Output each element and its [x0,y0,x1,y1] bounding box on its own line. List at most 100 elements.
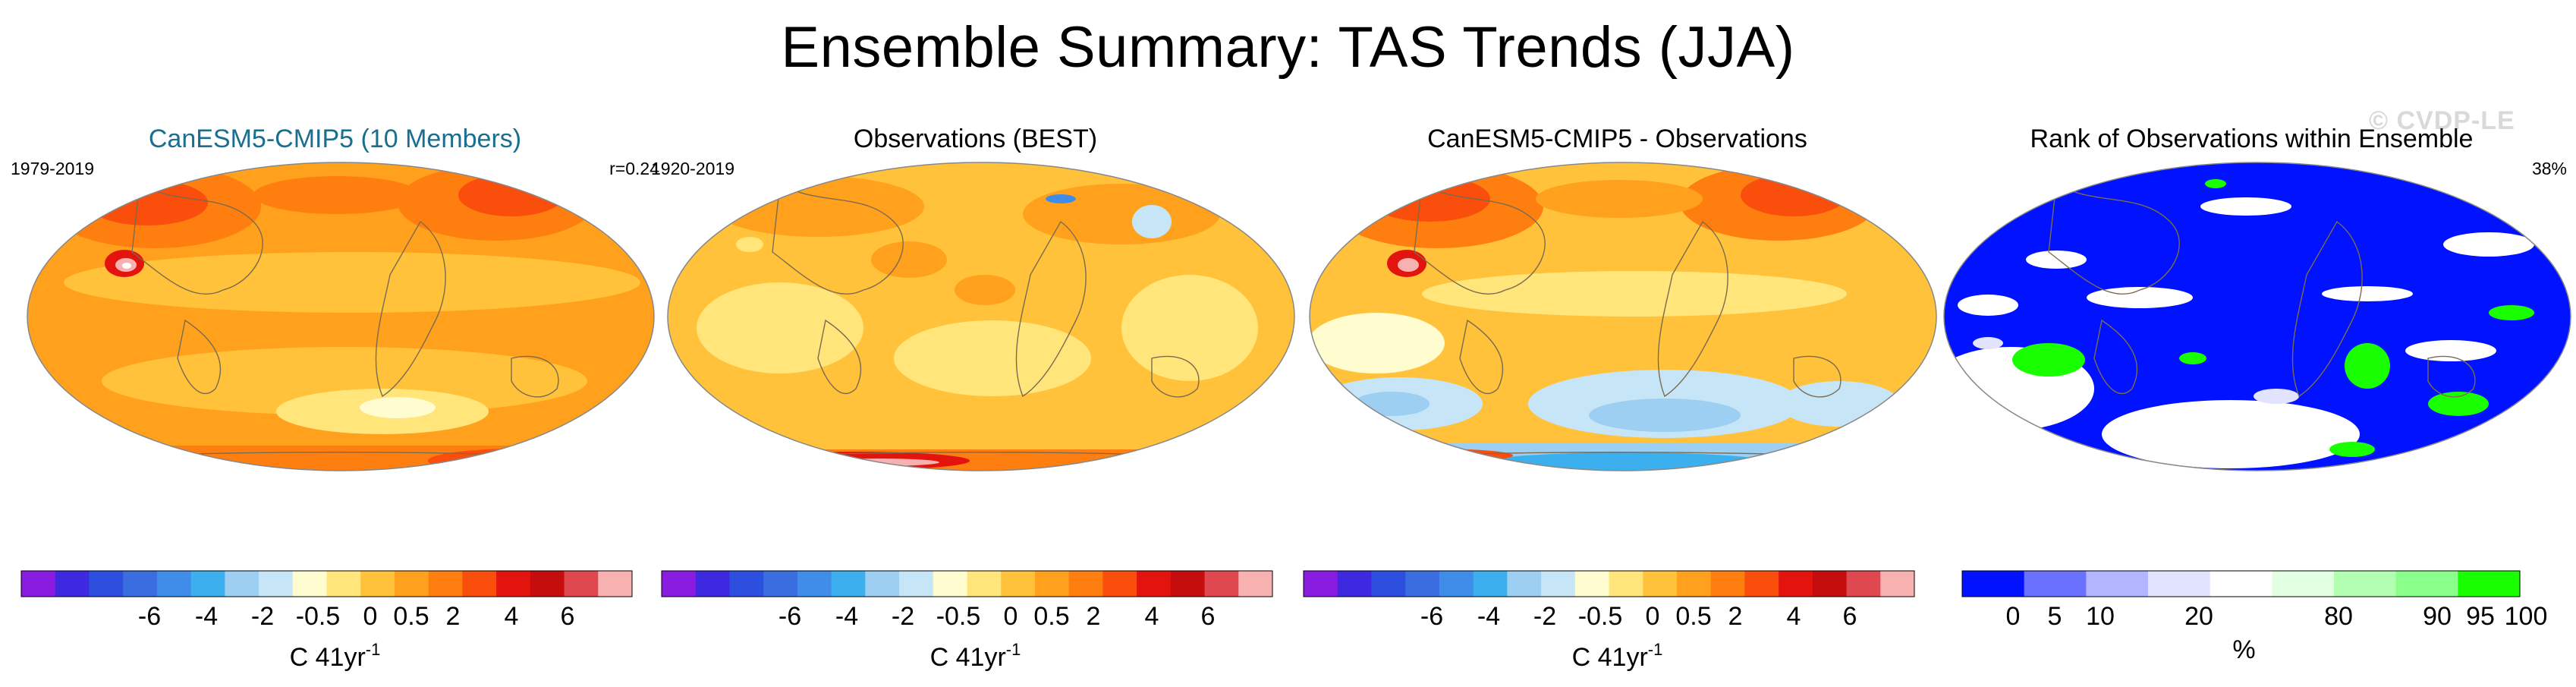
colorbar-tick: 20 [2184,602,2213,631]
colorbar-swatch [1473,571,1508,597]
colorbar-swatch [899,571,934,597]
colorbar-tick: 6 [1842,602,1857,631]
colorbar [1961,570,2521,597]
colorbar-swatch [797,571,832,597]
colorbar-units: % [2232,635,2256,664]
colorbar-swatch [462,571,497,597]
map-region [955,275,1015,305]
colorbar-swatch [428,571,463,597]
colorbar-swatch [89,571,124,597]
colorbar-swatch [1962,571,2025,597]
map-region [712,452,772,465]
map-region [2102,400,2360,468]
map-frame [667,162,1295,471]
colorbar-swatch [1405,571,1440,597]
map-region [2329,442,2375,457]
colorbar-tick: 0 [363,602,378,631]
colorbar [661,570,1273,597]
colorbar-swatch [662,571,697,597]
map-region [697,282,863,373]
colorbar-tick: 5 [2047,602,2062,631]
colorbar-tick: -4 [835,602,859,631]
correlation-label: r=0.24 [609,159,659,178]
map-region [2405,340,2496,361]
watermark: © CVDP-LE [2369,106,2515,135]
rank-map [1943,162,2571,471]
panel-model-trends: CanESM5-CMIP5 (10 Members) 1979-2019 r=0… [11,0,659,687]
colorbar-swatch [2458,571,2521,597]
map-region [481,459,557,468]
colorbar-swatch [1439,571,1474,597]
colorbar-tick: 4 [504,602,519,631]
colorbar-swatch [2272,571,2335,597]
colorbar-swatch [2210,571,2272,597]
colorbar-swatch [156,571,192,597]
colorbar-tick: 2 [1728,602,1743,631]
map-region [1046,194,1076,203]
map-region [122,263,131,269]
period-label: 1979-2019 [11,159,94,178]
panel-title: Rank of Observations within Ensemble [2030,124,2474,153]
map-region [1958,295,2018,316]
map-region [871,241,947,278]
colorbar-swatch [292,571,327,597]
colorbar-swatch [2148,571,2211,597]
colorbar [1303,570,1915,597]
colorbar-tick: 90 [2423,602,2452,631]
colorbar-swatch [1102,571,1137,597]
colorbar [20,570,633,597]
map-region [27,446,654,471]
colorbar-swatch [729,571,764,597]
coastline [2291,220,2363,398]
coastline [1151,355,1200,398]
map-region [1824,451,1885,466]
colorbar-swatch [326,571,361,597]
map-region [2345,343,2390,389]
colorbar-tick: -4 [194,602,219,631]
colorbar-swatch [259,571,294,597]
colorbar-swatch [1643,571,1678,597]
coastline [177,319,222,395]
colorbar-swatch [1609,571,1643,597]
colorbar-swatch [1574,571,1609,597]
panel-rank: Rank of Observations within Ensemble 38% [1927,0,2576,687]
colorbar-tick: 100 [2504,602,2548,631]
colorbar-swatch [1170,571,1206,597]
colorbar-swatch [967,571,1002,597]
percent-outside-label: 38% [2531,159,2567,178]
colorbar-tick: -0.5 [936,602,981,631]
colorbar-units: C 41yr-1 [1571,640,1663,672]
map-region [1310,313,1445,373]
colorbar-tick: 10 [2086,602,2115,631]
colorbar-swatch [1137,571,1172,597]
period-label: 1920-2019 [651,159,734,178]
map-region [86,459,162,468]
colorbar-swatch [1238,571,1273,597]
colorbar-frame [20,570,633,597]
colorbar-swatch [21,571,56,597]
map-frame [27,162,655,471]
map-region [1589,399,1741,432]
colorbar-swatch [2334,571,2397,597]
colorbar-tick: -0.5 [1577,602,1623,631]
map-region [1132,205,1172,238]
map-region [1398,258,1419,272]
map-region [668,449,1294,471]
colorbar-swatch [1507,571,1542,597]
coastline [2093,319,2138,395]
colorbar-swatch [496,571,531,597]
colorbar-swatch [695,571,730,597]
map-region [736,237,763,252]
panel-title: CanESM5-CMIP5 - Observations [1427,124,1807,153]
map-region [2026,251,2087,269]
colorbar-swatch [831,571,866,597]
colorbar-swatch [190,571,225,597]
colorbar-tick: 4 [1786,602,1801,631]
colorbar-tick: -6 [1420,602,1444,631]
colorbar-frame [1961,570,2521,597]
map-region [742,452,970,470]
colorbar-tick: 6 [1200,602,1216,631]
colorbar-tick: 2 [445,602,461,631]
map-region [2428,392,2489,416]
coastline [1015,220,1087,398]
